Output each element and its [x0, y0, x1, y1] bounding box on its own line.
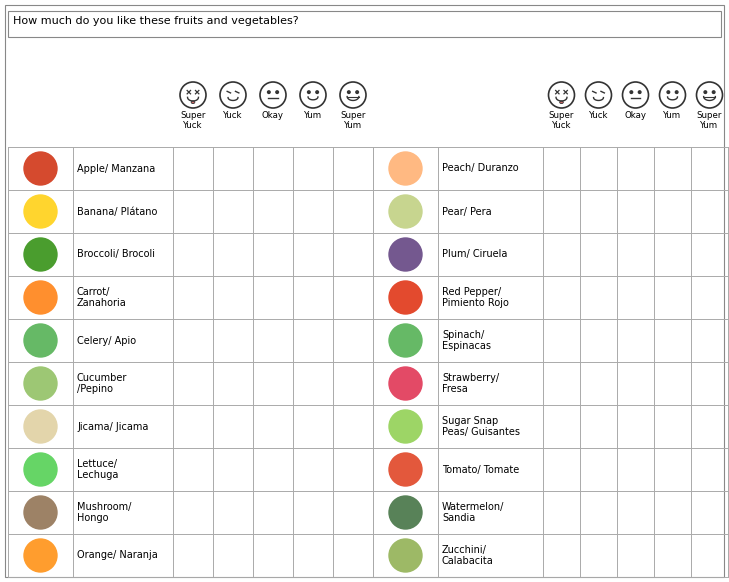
Circle shape	[639, 91, 641, 94]
Text: Peach/ Duranzo: Peach/ Duranzo	[442, 164, 518, 173]
Circle shape	[23, 452, 58, 487]
Text: Sugar Snap
Peas/ Guisantes: Sugar Snap Peas/ Guisantes	[442, 416, 520, 437]
Circle shape	[316, 91, 319, 94]
Circle shape	[23, 194, 58, 229]
Circle shape	[268, 91, 270, 94]
Circle shape	[667, 91, 670, 94]
Circle shape	[276, 91, 278, 94]
Text: Strawberry/
Fresa: Strawberry/ Fresa	[442, 372, 499, 394]
Circle shape	[23, 151, 58, 186]
Text: Yum: Yum	[663, 111, 682, 120]
Text: Red Pepper/
Pimiento Rojo: Red Pepper/ Pimiento Rojo	[442, 287, 509, 308]
Circle shape	[356, 91, 359, 94]
Circle shape	[630, 91, 633, 94]
Text: Celery/ Apio: Celery/ Apio	[77, 335, 136, 346]
Text: Banana/ Plátano: Banana/ Plátano	[77, 207, 157, 217]
Ellipse shape	[560, 101, 564, 104]
Text: Broccoli/ Brocoli: Broccoli/ Brocoli	[77, 250, 155, 260]
Circle shape	[389, 409, 423, 443]
Circle shape	[389, 151, 423, 186]
Circle shape	[23, 281, 58, 315]
Circle shape	[389, 281, 423, 315]
Text: Super
Yum: Super Yum	[340, 111, 366, 130]
Bar	[8, 11, 721, 37]
Text: Okay: Okay	[262, 111, 284, 120]
Circle shape	[389, 323, 423, 358]
Circle shape	[389, 538, 423, 573]
Text: Super
Yum: Super Yum	[697, 111, 722, 130]
Text: Spinach/
Espinacas: Spinach/ Espinacas	[442, 329, 491, 352]
Circle shape	[23, 237, 58, 272]
Circle shape	[675, 91, 678, 94]
Text: Lettuce/
Lechuga: Lettuce/ Lechuga	[77, 459, 118, 480]
Circle shape	[348, 91, 350, 94]
Text: Orange/ Naranja: Orange/ Naranja	[77, 551, 157, 560]
Text: Zucchini/
Calabacita: Zucchini/ Calabacita	[442, 545, 494, 566]
Circle shape	[389, 452, 423, 487]
Text: Tomato/ Tomate: Tomato/ Tomate	[442, 464, 519, 474]
Text: Watermelon/
Sandia: Watermelon/ Sandia	[442, 502, 504, 523]
Text: Carrot/
Zanahoria: Carrot/ Zanahoria	[77, 287, 127, 308]
Circle shape	[308, 91, 310, 94]
Text: Apple/ Manzana: Apple/ Manzana	[77, 164, 155, 173]
Circle shape	[23, 409, 58, 443]
Text: Cucumber
/Pepino: Cucumber /Pepino	[77, 372, 128, 394]
Circle shape	[389, 237, 423, 272]
Text: Mushroom/
Hongo: Mushroom/ Hongo	[77, 502, 131, 523]
Text: Super
Yuck: Super Yuck	[549, 111, 574, 130]
Circle shape	[389, 194, 423, 229]
Circle shape	[23, 323, 58, 358]
Circle shape	[389, 366, 423, 400]
Text: Plum/ Ciruela: Plum/ Ciruela	[442, 250, 507, 260]
Text: Okay: Okay	[625, 111, 647, 120]
Circle shape	[704, 91, 706, 94]
Circle shape	[23, 538, 58, 573]
Circle shape	[23, 495, 58, 530]
Text: Jicama/ Jicama: Jicama/ Jicama	[77, 421, 149, 431]
Text: Pear/ Pera: Pear/ Pera	[442, 207, 491, 217]
Text: Yuck: Yuck	[223, 111, 243, 120]
Text: How much do you like these fruits and vegetables?: How much do you like these fruits and ve…	[13, 16, 299, 26]
Text: Yuck: Yuck	[589, 111, 608, 120]
Circle shape	[389, 495, 423, 530]
Text: Yum: Yum	[304, 111, 322, 120]
Circle shape	[23, 366, 58, 400]
Text: Super
Yuck: Super Yuck	[180, 111, 206, 130]
Ellipse shape	[191, 101, 195, 104]
Circle shape	[712, 91, 715, 94]
